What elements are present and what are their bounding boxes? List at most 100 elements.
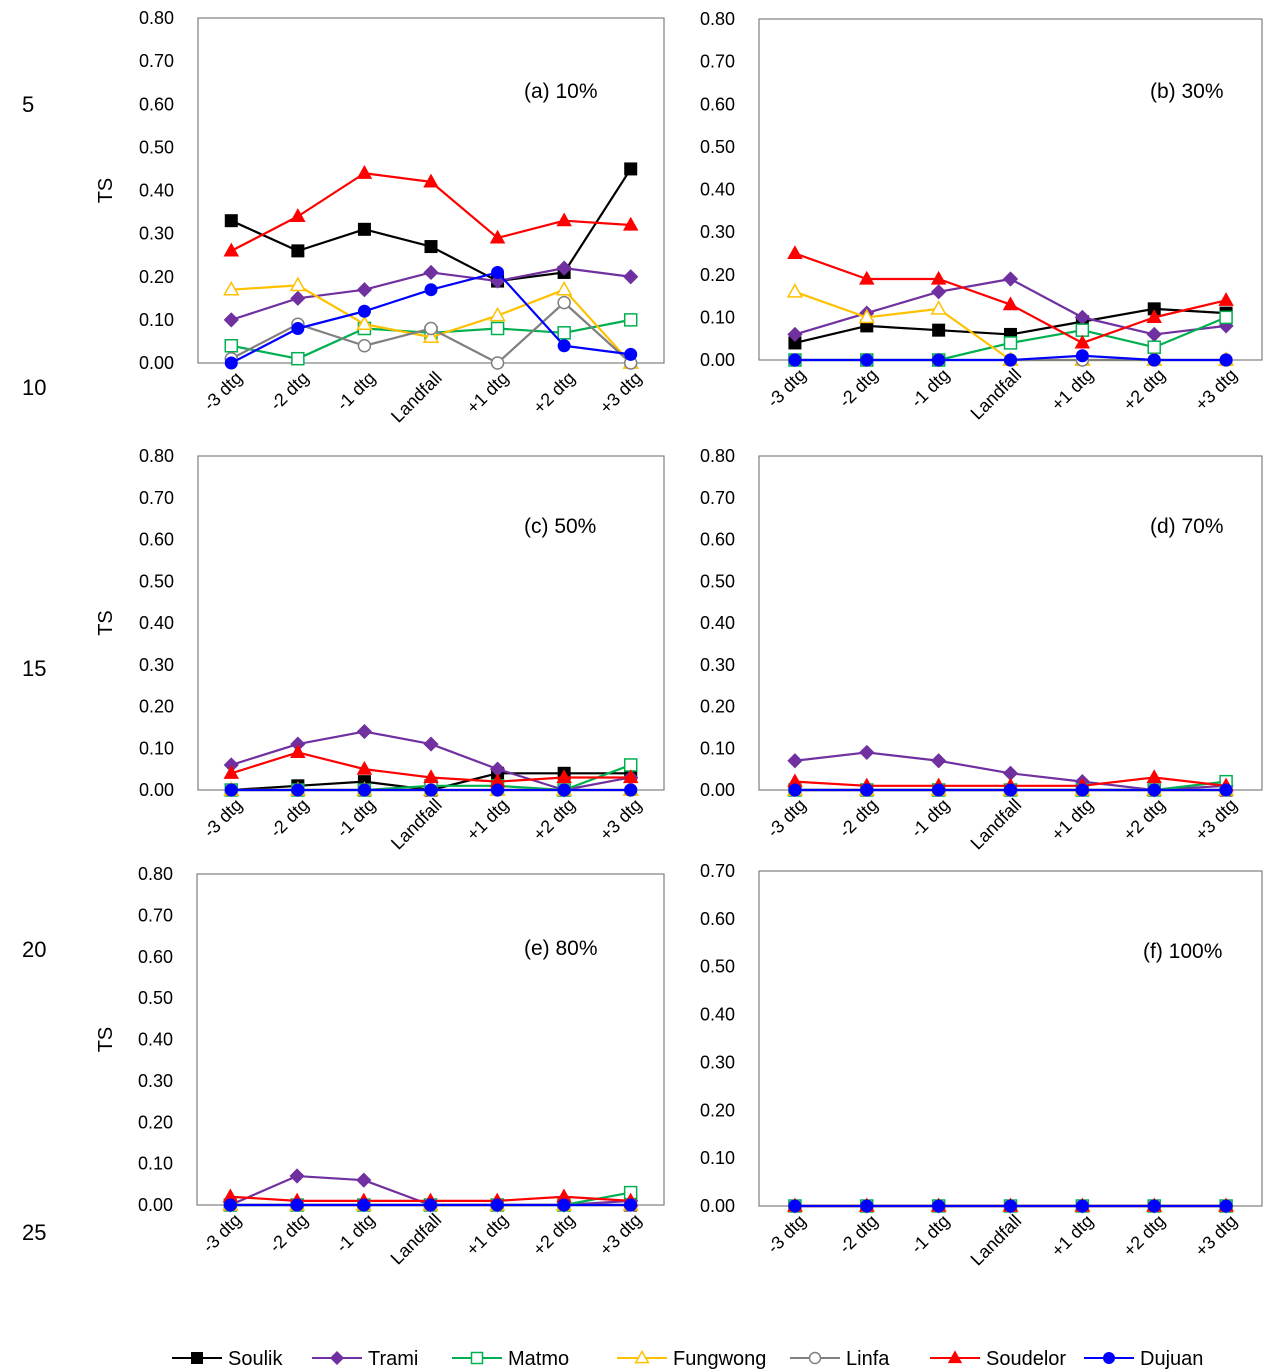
line-number: 10 — [22, 375, 47, 400]
data-point — [423, 736, 439, 752]
x-tick-label: -1 dtg — [907, 1211, 954, 1258]
data-point — [931, 753, 947, 769]
data-point — [490, 1198, 504, 1212]
x-tick-label: +3 dtg — [1191, 365, 1241, 415]
series-dujuan — [223, 1198, 638, 1212]
y-tick-label: 0.00 — [700, 780, 735, 800]
data-point — [423, 769, 439, 784]
x-tick-label: +1 dtg — [1047, 1211, 1097, 1261]
data-point — [930, 300, 947, 315]
data-point — [557, 339, 571, 353]
data-point — [1004, 1199, 1017, 1213]
data-point — [1075, 323, 1090, 337]
y-tick-label: 0.00 — [139, 780, 174, 800]
data-point — [1075, 349, 1089, 363]
data-point — [356, 1172, 372, 1188]
data-point — [423, 264, 439, 281]
legend-label: Fungwong — [673, 1348, 766, 1370]
data-point — [490, 356, 505, 370]
x-tick-label: +3 dtg — [596, 1210, 646, 1260]
x-tick-label: +2 dtg — [1119, 1211, 1169, 1261]
data-point — [1146, 769, 1162, 784]
x-tick-label: +3 dtg — [596, 795, 646, 845]
data-point — [291, 783, 305, 797]
chart-panel: 0.00 0.10 0.20 0.30 0.40 0.50 0.60 0.70 0.80 -3 d… — [700, 9, 1263, 423]
data-point — [624, 162, 638, 176]
legend-label: Soudelor — [986, 1348, 1066, 1370]
y-tick-label: 0.10 — [139, 738, 174, 758]
legend-entry: Matmo — [452, 1348, 569, 1370]
data-point — [1147, 783, 1161, 797]
data-point — [290, 290, 306, 306]
data-point — [490, 321, 505, 336]
data-point — [555, 280, 573, 296]
data-point — [788, 1199, 802, 1213]
data-point — [1147, 353, 1161, 367]
data-point — [357, 783, 371, 797]
y-axis-label: TS — [95, 178, 117, 204]
x-tick-label: -1 dtg — [333, 795, 380, 842]
y-tick-label: 0.20 — [700, 265, 735, 285]
data-point — [860, 1199, 874, 1213]
data-point — [1219, 783, 1233, 797]
y-tick-label: 0.70 — [139, 51, 174, 71]
data-point — [1004, 353, 1017, 367]
data-point — [622, 216, 639, 231]
data-point — [932, 1199, 946, 1213]
data-point — [356, 760, 373, 775]
data-point — [858, 308, 875, 324]
data-point — [1146, 326, 1162, 343]
data-point — [1004, 783, 1017, 797]
data-point — [289, 276, 307, 292]
line-number: 25 — [22, 1220, 47, 1245]
chart-panel: 0.00 0.10 0.20 0.30 0.40 0.50 0.60 0.70 -3 dtg -2… — [700, 861, 1263, 1269]
y-tick-label: 0.20 — [139, 267, 174, 287]
y-tick-label: 0.80 — [139, 8, 174, 28]
legend-entry: Soulik — [172, 1348, 283, 1370]
data-point — [357, 222, 371, 236]
legend-marker — [329, 1350, 345, 1366]
data-point — [1219, 1199, 1233, 1213]
series-dujuan — [788, 1199, 1233, 1213]
x-tick-label: +1 dtg — [1047, 795, 1097, 845]
y-tick-label: 0.40 — [139, 613, 174, 633]
x-tick-label: +1 dtg — [463, 795, 513, 845]
data-point — [557, 295, 571, 310]
data-point — [1219, 310, 1233, 325]
data-point — [624, 783, 638, 797]
x-tick-label: -2 dtg — [266, 368, 313, 415]
legend-marker — [634, 1349, 650, 1364]
x-tick-label: +1 dtg — [463, 368, 513, 418]
data-point — [223, 765, 240, 779]
data-point — [224, 339, 239, 353]
x-tick-label: -1 dtg — [907, 365, 954, 412]
legend-label: Trami — [368, 1348, 418, 1370]
x-tick-label: -2 dtg — [265, 1210, 312, 1257]
data-point — [556, 769, 572, 784]
panel-label: (a) 10% — [524, 80, 598, 103]
data-point — [357, 1198, 371, 1212]
y-tick-label: 0.20 — [138, 1112, 173, 1132]
legend-marker — [947, 1350, 963, 1364]
data-point — [290, 1198, 304, 1212]
data-point — [291, 351, 305, 366]
legend-entry: Fungwong — [617, 1348, 766, 1370]
y-tick-label: 0.60 — [138, 947, 173, 967]
y-tick-label: 0.80 — [700, 446, 735, 466]
series-soudelor — [223, 165, 639, 257]
y-tick-label: 0.00 — [139, 353, 174, 373]
x-tick-label: Landfall — [967, 795, 1026, 854]
y-tick-label: 0.70 — [138, 905, 173, 925]
legend-entry: Dujuan — [1084, 1348, 1203, 1370]
y-tick-label: 0.10 — [139, 310, 174, 330]
data-point — [223, 242, 240, 257]
y-tick-label: 0.20 — [700, 1100, 735, 1120]
data-point — [788, 783, 802, 797]
y-tick-label: 0.10 — [138, 1154, 173, 1174]
line-number: 5 — [22, 92, 35, 117]
data-point — [289, 1168, 305, 1184]
data-point — [489, 229, 506, 244]
data-point — [1219, 353, 1233, 367]
data-point — [931, 284, 947, 300]
y-tick-label: 0.40 — [700, 1005, 735, 1025]
